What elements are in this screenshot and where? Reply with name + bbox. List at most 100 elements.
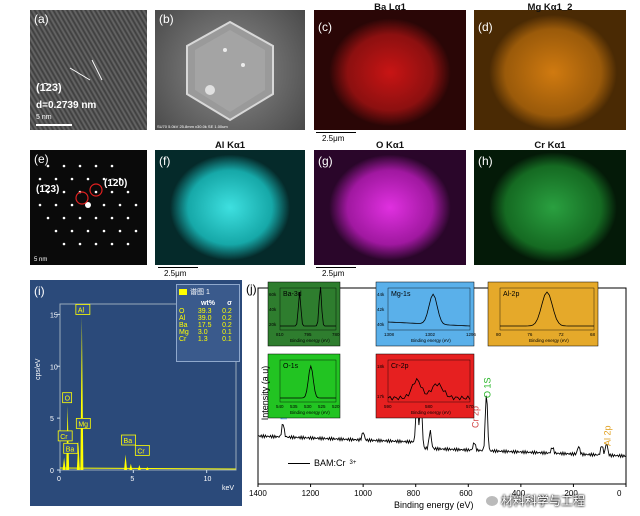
eds-legend-title: 谱图 1 xyxy=(190,289,210,296)
diffraction-spot xyxy=(126,216,130,220)
xps-inset-xtick: 795 xyxy=(304,332,312,337)
wechat-icon xyxy=(486,495,498,506)
xps-xtick-label: 800 xyxy=(407,489,421,498)
xps-inset-curve xyxy=(387,377,471,401)
panel-f-scalebar: 2.5μm xyxy=(158,267,198,278)
table-row: Al 39.0 0.2 xyxy=(177,315,239,322)
eds-peak-label: Al xyxy=(78,307,85,314)
diffraction-spot xyxy=(54,203,58,207)
diffraction-spot xyxy=(134,203,138,207)
diffraction-spot xyxy=(70,203,74,207)
eds-xtick-label: 0 xyxy=(57,476,61,483)
eds-table-header: wt% σ xyxy=(177,299,239,308)
diffraction-spot xyxy=(86,229,90,233)
xps-inset-xlabel: Binding energy (eV) xyxy=(411,410,451,415)
eds-table-head-cell xyxy=(177,299,196,308)
diffraction-spot xyxy=(126,242,130,246)
eds-ytick-label: 0 xyxy=(50,468,54,475)
xps-legend: BAM:Cr 3+ xyxy=(288,458,356,468)
table-cell: Mg xyxy=(179,329,189,336)
xps-inset-curve xyxy=(387,293,471,327)
diffraction-spot xyxy=(62,190,66,194)
xps-inset-frame xyxy=(279,359,337,403)
diffraction-spot xyxy=(102,229,106,233)
table-cell: O xyxy=(179,308,185,315)
xps-inset-xtick: 535 xyxy=(290,404,298,409)
table-cell: 0.2 xyxy=(222,308,232,315)
table-cell: 39.0 xyxy=(197,315,212,322)
xps-inset-ytick: 60k xyxy=(269,292,277,297)
xps-inset-xtick: 540 xyxy=(276,404,284,409)
xps-inset-title: Mg-1s xyxy=(391,291,411,298)
xps-inset-title: Al-2p xyxy=(503,291,519,298)
xps-inset-frame xyxy=(387,359,471,403)
xps-inset-curve xyxy=(280,287,336,327)
diffraction-spot xyxy=(46,164,50,168)
eds-peak-label-box xyxy=(57,430,73,442)
eds-peak-label: Cr xyxy=(137,448,145,455)
panel-b-label: (b) xyxy=(159,12,174,26)
xps-legend-text: BAM:Cr xyxy=(314,458,346,468)
xps-inset-xtick: 570 xyxy=(466,404,474,409)
xps-xtick-label: 400 xyxy=(512,489,526,498)
eds-peak-label: Cr xyxy=(60,434,68,441)
lattice-marker-icon xyxy=(69,59,103,81)
xps-inset-xtick: 525 xyxy=(318,404,326,409)
panel-c-title: Ba Lα1 xyxy=(374,2,406,13)
xps-inset-ytick: 17k xyxy=(377,394,385,399)
xps-inset-title: Ba-3d xyxy=(283,291,302,298)
panel-g-scalebar: 2.5μm xyxy=(316,267,356,278)
diffraction-spot xyxy=(134,229,138,233)
diffraction-spot xyxy=(110,164,114,168)
table-cell: 1.3 xyxy=(197,336,208,343)
xps-inset-xtick: 780 xyxy=(332,332,340,337)
diffraction-spot xyxy=(70,229,74,233)
diffraction-spot xyxy=(102,203,106,207)
diffraction-spot xyxy=(78,242,82,246)
table-cell: Al xyxy=(179,315,186,322)
xps-inset-mg-1s: Mg-1s 44k 42k 40k 1308 1302 1296 Binding energy… xyxy=(375,281,477,347)
diffraction-spot xyxy=(110,216,114,220)
panel-i-eds: 0 5 10 15 0 5 10 keV cps/eV Al O Mg Cr Ba Ba Cr (i) 谱图 … xyxy=(30,280,242,506)
eds-peak xyxy=(137,464,141,470)
eds-baseline xyxy=(59,467,237,470)
xps-inset-ytick: 40k xyxy=(377,322,385,327)
panel-a-scalebar xyxy=(36,124,72,126)
diffraction-pattern xyxy=(38,164,138,246)
legend-swatch xyxy=(179,289,187,295)
eds-ytick-label: 10 xyxy=(50,364,58,371)
diffraction-spot xyxy=(54,229,58,233)
table-cell: 0.2 xyxy=(222,322,232,329)
panel-a-dspacing: d=0.2739 nm xyxy=(36,100,97,111)
xps-survey-line xyxy=(257,395,627,459)
diffraction-spot xyxy=(85,202,91,208)
panel-g-label: (g) xyxy=(318,154,333,168)
xps-inset-xlabel: Binding energy (eV) xyxy=(411,338,451,343)
table-cell: 0.1 xyxy=(222,336,232,343)
xps-xtick-label: 1000 xyxy=(354,489,372,498)
panel-j-label: (j) xyxy=(246,282,257,296)
xps-inset-xlabel: Binding energy (eV) xyxy=(529,338,569,343)
diffraction-spot xyxy=(62,164,66,168)
xps-inset-ytick: 20k xyxy=(269,322,277,327)
eds-peak-label: Mg xyxy=(78,421,88,428)
watermark: 材料科学与工程 xyxy=(486,492,585,509)
eds-peak xyxy=(124,454,128,470)
panel-e-saed: (e) (1̄23) (1̄20) 5 nm xyxy=(30,150,147,265)
xps-inset-xtick: 520 xyxy=(332,404,340,409)
table-cell: 39.3 xyxy=(197,308,212,315)
xps-inset-xtick: 1308 xyxy=(384,332,395,337)
xps-inset-title: Cr-2p xyxy=(391,363,409,370)
panel-e-ring1: (1̄23) xyxy=(36,184,60,195)
diffraction-spot xyxy=(126,190,130,194)
diffraction-spot xyxy=(38,177,42,181)
xps-inset-frame xyxy=(499,287,595,331)
panel-a-label: (a) xyxy=(34,12,49,26)
table-row: Cr 1.3 0.1 xyxy=(177,336,239,343)
xps-inset-xtick: 68 xyxy=(590,332,596,337)
panel-h-title: Cr Kα1 xyxy=(534,140,566,151)
diffraction-spot xyxy=(46,216,50,220)
diffraction-spot xyxy=(78,164,82,168)
xps-inset-xtick: 76 xyxy=(527,332,533,337)
